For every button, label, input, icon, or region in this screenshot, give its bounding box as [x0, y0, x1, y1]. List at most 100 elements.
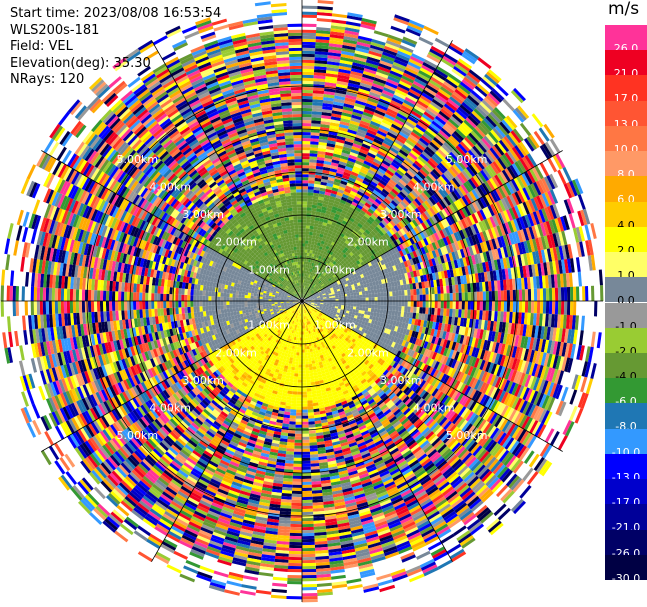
- range-gate-cell: [445, 139, 456, 150]
- range-gate-cell: [452, 292, 456, 301]
- range-gate-cell: [321, 279, 325, 283]
- range-gate-cell: [314, 289, 317, 292]
- range-gate-cell: [315, 264, 319, 268]
- range-gate-cell: [372, 115, 383, 122]
- range-gate-cell: [326, 182, 334, 188]
- range-gate-cell: [438, 110, 450, 121]
- range-gate-cell: [305, 267, 308, 271]
- range-gate-cell: [345, 163, 354, 169]
- range-gate-cell: [452, 222, 460, 233]
- range-gate-cell: [369, 194, 377, 201]
- range-gate-cell: [440, 308, 444, 316]
- range-gate-cell: [322, 244, 327, 249]
- range-gate-cell: [366, 56, 381, 63]
- range-gate-cell: [333, 101, 344, 107]
- range-gate-cell: [457, 220, 465, 230]
- range-gate-cell: [431, 294, 435, 301]
- range-gate-cell: [353, 252, 359, 258]
- range-gate-cell: [446, 308, 450, 317]
- range-gate-cell: [330, 28, 345, 33]
- range-gate-cell: [357, 35, 373, 42]
- range-gate-cell: [341, 303, 345, 306]
- range-gate-cell: [313, 223, 319, 227]
- range-gate-cell: [347, 157, 357, 163]
- range-gate-cell: [325, 275, 330, 279]
- range-gate-cell: [317, 239, 322, 244]
- range-gate-cell: [338, 272, 343, 277]
- range-gate-cell: [307, 280, 310, 284]
- range-gate-cell: [344, 97, 356, 103]
- range-gate-cell: [329, 37, 344, 42]
- range-gate-cell: [533, 181, 542, 196]
- range-gate-cell: [548, 287, 553, 301]
- range-gate-cell: [384, 171, 393, 179]
- range-gate-cell: [326, 242, 331, 247]
- range-gate-cell: [491, 109, 504, 122]
- range-gate-cell: [427, 143, 438, 153]
- range-gate-cell: [473, 160, 483, 172]
- range-gate-cell: [504, 168, 514, 181]
- range-gate-cell: [312, 99, 324, 103]
- range-gate-cell: [436, 66, 450, 76]
- range-gate-cell: [314, 241, 318, 246]
- range-gate-cell: [464, 206, 472, 217]
- range-gate-cell: [319, 233, 324, 238]
- range-gate-cell: [340, 212, 346, 218]
- range-gate-cell: [461, 101, 474, 113]
- range-gate-cell: [470, 176, 480, 188]
- range-gate-cell: [366, 59, 380, 66]
- range-gate-cell: [413, 126, 425, 136]
- range-gate-cell: [335, 297, 339, 300]
- range-gate-cell: [354, 206, 362, 213]
- range-gate-cell: [386, 152, 396, 160]
- range-gate-cell: [458, 284, 462, 293]
- range-gate-cell: [471, 201, 480, 212]
- range-gate-cell: [302, 86, 314, 91]
- range-gate-cell: [314, 290, 318, 293]
- range-gate-cell: [410, 86, 423, 95]
- range-gate-cell: [436, 212, 444, 221]
- range-gate-cell: [316, 245, 320, 250]
- range-gate-cell: [315, 286, 319, 290]
- range-gate-cell: [302, 174, 309, 178]
- range-gate-cell: [467, 292, 471, 301]
- range-gate-cell: [416, 225, 423, 234]
- range-gate-cell: [319, 281, 323, 285]
- range-gate-cell: [441, 228, 449, 238]
- range-gate-cell: [314, 273, 318, 278]
- range-gate-cell: [448, 204, 457, 214]
- range-gate-cell: [458, 292, 462, 301]
- range-gate-cell: [302, 23, 317, 27]
- range-gate-cell: [503, 196, 512, 209]
- range-gate-cell: [334, 226, 340, 231]
- range-gate-cell: [308, 234, 313, 239]
- range-gate-cell: [428, 287, 432, 295]
- range-gate-cell: [463, 194, 472, 205]
- range-gate-cell: [304, 292, 307, 296]
- range-gate-cell: [309, 262, 313, 266]
- range-gate-cell: [312, 287, 316, 291]
- range-gate-cell: [394, 91, 407, 100]
- range-gate-cell: [365, 294, 369, 298]
- range-gate-cell: [321, 283, 325, 287]
- range-gate-cell: [404, 301, 408, 307]
- range-gate-cell: [340, 53, 354, 60]
- range-gate-cell: [482, 195, 491, 207]
- range-gate-cell: [496, 141, 507, 154]
- range-gate-cell: [542, 301, 547, 314]
- range-gate-cell: [318, 193, 325, 198]
- range-gate-cell: [434, 308, 438, 316]
- range-gate-cell: [431, 307, 435, 315]
- range-gate-cell: [364, 157, 374, 164]
- range-gate-cell: [317, 251, 321, 256]
- range-gate-cell: [531, 166, 542, 181]
- range-gate-cell: [474, 85, 488, 98]
- range-gate-cell: [311, 117, 322, 121]
- range-gate-cell: [360, 273, 365, 279]
- range-gate-cell: [333, 150, 342, 156]
- range-gate-cell: [356, 255, 361, 261]
- range-gate-cell: [513, 87, 526, 102]
- range-gate-cell: [371, 304, 375, 309]
- range-gate-cell: [538, 127, 550, 142]
- range-gate-cell: [385, 183, 394, 191]
